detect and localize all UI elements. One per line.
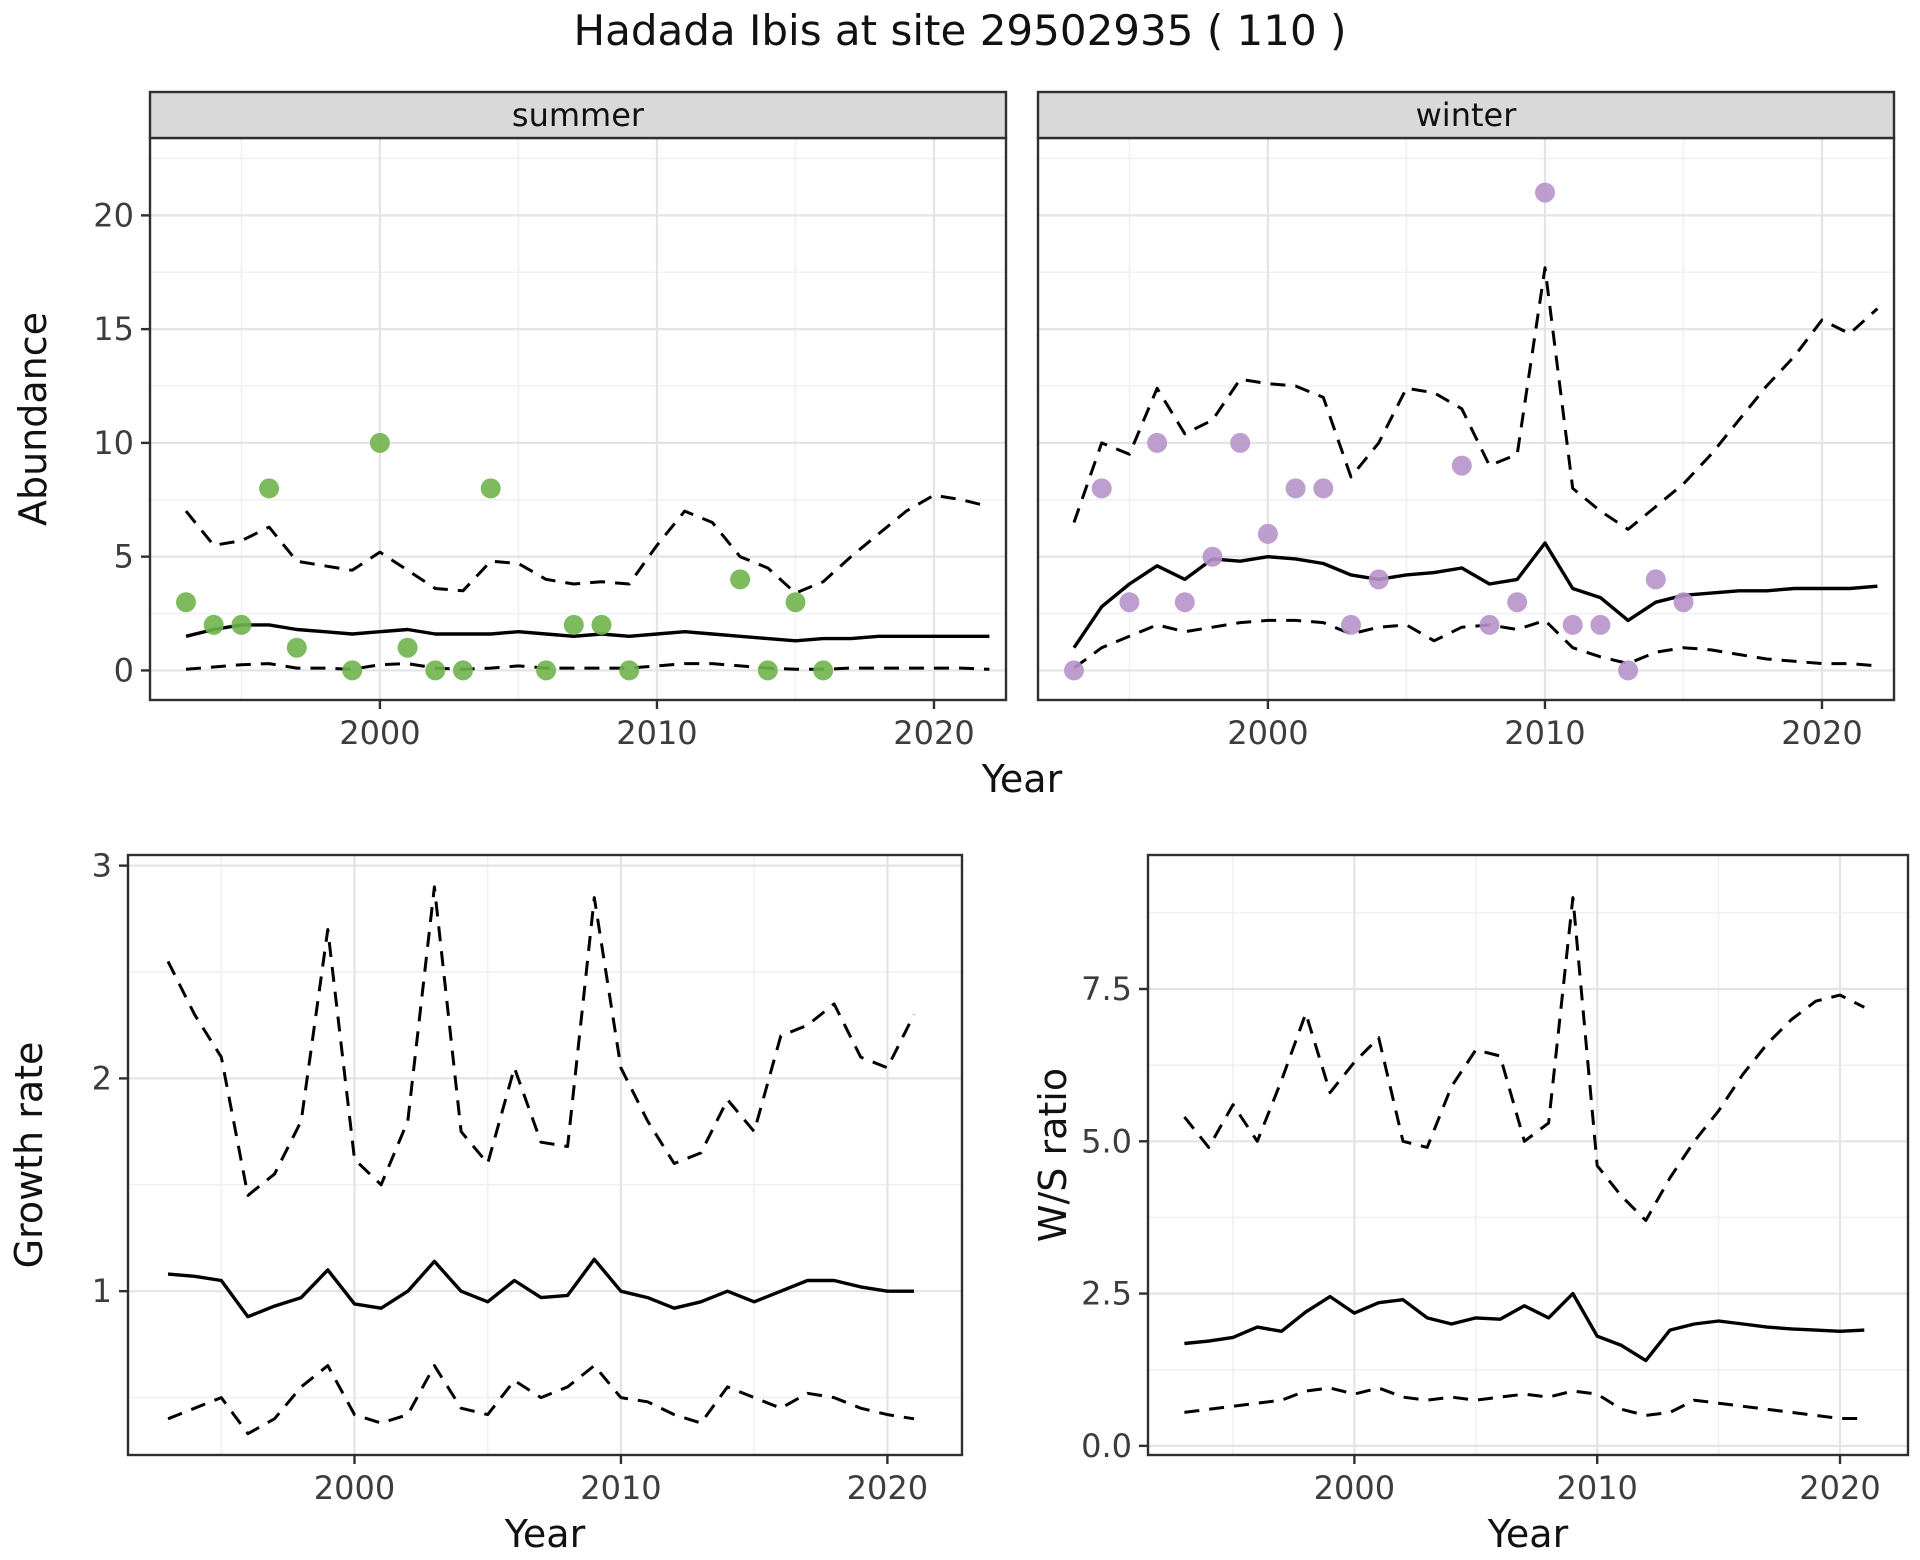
abundance-summer-y-axis-title: Abundance	[11, 312, 55, 526]
observation-point	[397, 637, 418, 658]
y-tick-label: 5	[114, 538, 134, 576]
observation-point	[369, 432, 390, 453]
abundance-winter-observations	[1064, 182, 1694, 681]
observation-point	[1257, 523, 1278, 544]
observation-point	[259, 478, 280, 499]
observation-point	[1507, 592, 1528, 613]
panel-background	[150, 138, 1006, 700]
observation-point	[730, 569, 751, 590]
y-tick-label: 0.0	[1081, 1427, 1132, 1465]
x-tick-label: 2000	[1314, 1469, 1395, 1507]
x-tick-label: 2010	[1504, 714, 1585, 752]
observation-point	[231, 614, 252, 635]
growth-rate-fit	[167, 1257, 914, 1319]
growth-rate-upper-ci	[166, 885, 916, 1197]
facet-strip	[148, 90, 1008, 140]
ws-ratio-lower-ci	[1184, 1386, 1865, 1420]
observation-point	[1535, 182, 1555, 203]
panel-background	[128, 855, 962, 1455]
panel-background	[1148, 855, 1908, 1455]
observation-point	[1479, 614, 1500, 635]
abundance-winter-upper-ci	[1072, 266, 1879, 531]
growth-rate-x-axis-title: Year	[504, 1512, 586, 1556]
ws-ratio-fit	[1184, 1291, 1865, 1363]
observation-point	[591, 614, 612, 635]
x-tick-label: 2020	[1799, 1469, 1880, 1507]
observation-point	[286, 637, 307, 658]
observation-point	[813, 660, 834, 681]
abundance-summer-lower-ci	[185, 662, 990, 671]
panel-border	[1146, 853, 1910, 1457]
x-tick-label: 2000	[1227, 714, 1308, 752]
observation-point	[1313, 478, 1334, 499]
x-tick-label: 2020	[847, 1469, 928, 1507]
observation-point	[1174, 592, 1195, 613]
y-tick-label: 15	[93, 310, 134, 348]
observation-point	[1562, 614, 1583, 635]
ws-ratio-upper-ci	[1183, 896, 1865, 1222]
abundance-summer-fit	[185, 623, 990, 643]
y-tick-label: 5.0	[1081, 1122, 1132, 1160]
growth-rate-lower-ci	[167, 1364, 915, 1436]
panel-ws-ratio: 2000 2010 2020 0.0 2.5 5.0 7.5 Year W/S ratio	[1031, 853, 1910, 1556]
observation-point	[563, 614, 584, 635]
observation-point	[1147, 432, 1168, 453]
x-tick-label: 2000	[314, 1469, 395, 1507]
ws-ratio-y-axis-title: W/S ratio	[1031, 1068, 1075, 1242]
x-tick-label: 2010	[1556, 1469, 1637, 1507]
observation-point	[176, 592, 196, 613]
facet-strip-label: summer	[512, 96, 645, 134]
observation-point	[1285, 478, 1306, 499]
observation-point	[342, 660, 363, 681]
panel-growth-rate: 2000 2010 2020 1 2 3 Year Growth rate	[7, 847, 964, 1556]
observation-point	[425, 660, 446, 681]
x-tick-label: 2010	[580, 1469, 661, 1507]
observation-point	[1202, 546, 1223, 567]
observation-point	[1230, 432, 1251, 453]
y-tick-label: 3	[92, 847, 112, 885]
observation-point	[536, 660, 557, 681]
observation-point	[1064, 660, 1084, 681]
chart-title: Hadada Ibis at site 29502935 ( 110 )	[573, 6, 1347, 55]
y-tick-label: 0	[114, 651, 134, 689]
observation-point	[1451, 455, 1472, 476]
abundance-summer-observations	[176, 432, 834, 681]
observation-point	[1091, 478, 1112, 499]
y-tick-label: 1	[92, 1272, 112, 1310]
x-tick-label: 2000	[339, 714, 420, 752]
panel-border	[126, 853, 964, 1457]
observation-point	[1673, 592, 1694, 613]
observation-point	[1618, 660, 1639, 681]
x-tick-label: 2020	[893, 714, 974, 752]
observation-point	[480, 478, 501, 499]
observation-point	[785, 592, 806, 613]
panel-abundance-summer: summer 2000 2010 2020 0 5 10 15 20 Year Abundance	[11, 90, 1063, 801]
observation-point	[757, 660, 778, 681]
growth-rate-y-axis-title: Growth rate	[7, 1042, 51, 1269]
observation-point	[1119, 592, 1140, 613]
observation-point	[1341, 614, 1361, 635]
panel-background	[1038, 138, 1894, 700]
facet-strip	[1036, 90, 1896, 140]
observation-point	[203, 614, 224, 635]
x-tick-label: 2010	[616, 714, 697, 752]
y-tick-label: 2	[92, 1059, 112, 1097]
abundance-summer-x-axis-title: Year	[981, 757, 1063, 801]
facet-strip-label: winter	[1416, 96, 1518, 134]
y-tick-label: 10	[93, 424, 134, 462]
panel-abundance-winter: winter 2000 2010 2020	[1036, 90, 1896, 752]
observation-point	[1590, 614, 1611, 635]
observation-point	[453, 660, 473, 681]
observation-point	[619, 660, 640, 681]
observation-point	[1368, 569, 1389, 590]
observation-point	[1645, 569, 1666, 590]
x-tick-label: 2020	[1781, 714, 1862, 752]
abundance-winter-lower-ci	[1073, 618, 1878, 670]
y-tick-label: 20	[93, 196, 134, 234]
ws-ratio-x-axis-title: Year	[1487, 1512, 1569, 1556]
y-tick-label: 7.5	[1081, 970, 1132, 1008]
y-tick-label: 2.5	[1081, 1275, 1132, 1313]
